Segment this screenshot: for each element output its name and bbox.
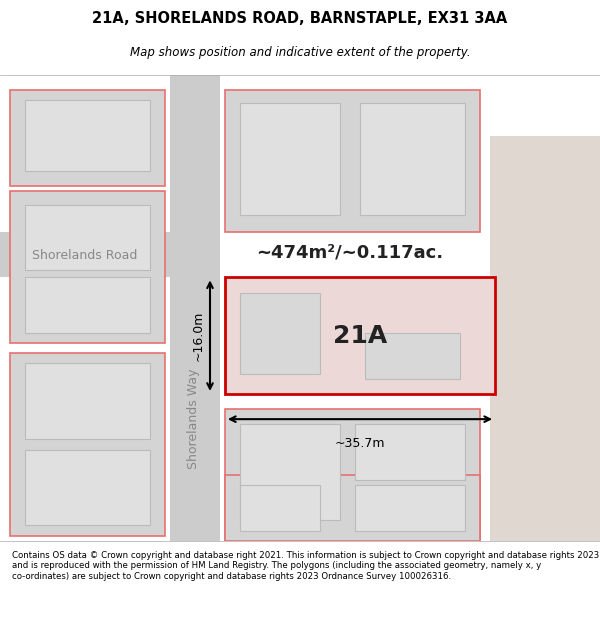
Bar xyxy=(355,424,465,480)
Bar xyxy=(355,485,465,531)
Bar xyxy=(365,333,460,379)
Bar xyxy=(0,232,170,278)
Text: ~35.7m: ~35.7m xyxy=(335,438,385,451)
Text: ~474m²/~0.117ac.: ~474m²/~0.117ac. xyxy=(256,243,443,261)
Bar xyxy=(240,292,320,374)
Bar xyxy=(225,278,495,394)
Text: Shorelands Road: Shorelands Road xyxy=(32,249,137,262)
Bar xyxy=(360,103,465,215)
Text: 21A: 21A xyxy=(333,324,387,348)
Bar xyxy=(25,204,150,271)
Bar xyxy=(25,364,150,439)
Bar xyxy=(225,90,480,232)
Text: Map shows position and indicative extent of the property.: Map shows position and indicative extent… xyxy=(130,46,470,59)
Bar xyxy=(25,449,150,526)
Bar xyxy=(240,103,340,215)
Text: 21A, SHORELANDS ROAD, BARNSTAPLE, EX31 3AA: 21A, SHORELANDS ROAD, BARNSTAPLE, EX31 3… xyxy=(92,11,508,26)
Bar xyxy=(240,424,340,521)
Bar xyxy=(490,136,600,541)
Bar xyxy=(225,475,480,541)
Bar xyxy=(225,409,480,541)
Bar xyxy=(240,485,320,531)
Text: Contains OS data © Crown copyright and database right 2021. This information is : Contains OS data © Crown copyright and d… xyxy=(12,551,599,581)
Bar xyxy=(25,100,150,171)
Bar xyxy=(10,191,165,343)
Bar xyxy=(10,90,165,186)
Text: Shorelands Way: Shorelands Way xyxy=(187,369,199,469)
Text: ~16.0m: ~16.0m xyxy=(192,311,205,361)
Bar xyxy=(25,278,150,333)
Bar xyxy=(170,75,220,541)
Bar xyxy=(10,353,165,536)
